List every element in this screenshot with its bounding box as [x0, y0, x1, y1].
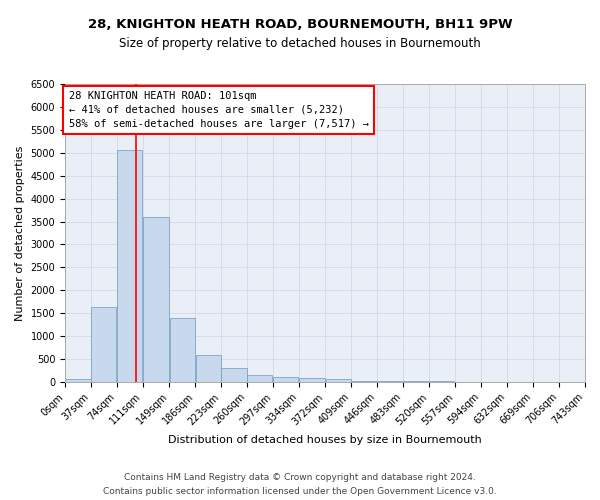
Bar: [221, 368, 247, 382]
Bar: [170, 318, 195, 382]
Bar: [299, 378, 325, 382]
Text: 28 KNIGHTON HEATH ROAD: 101sqm
← 41% of detached houses are smaller (5,232)
58% : 28 KNIGHTON HEATH ROAD: 101sqm ← 41% of …: [68, 91, 368, 129]
Text: 28, KNIGHTON HEATH ROAD, BOURNEMOUTH, BH11 9PW: 28, KNIGHTON HEATH ROAD, BOURNEMOUTH, BH…: [88, 18, 512, 30]
Text: Size of property relative to detached houses in Bournemouth: Size of property relative to detached ho…: [119, 38, 481, 51]
Bar: [91, 307, 116, 382]
Text: Contains public sector information licensed under the Open Government Licence v3: Contains public sector information licen…: [103, 486, 497, 496]
Bar: [586, 380, 600, 382]
Bar: [377, 381, 403, 382]
Bar: [326, 380, 351, 382]
Bar: [65, 379, 91, 382]
Bar: [117, 150, 142, 382]
Y-axis label: Number of detached properties: Number of detached properties: [15, 146, 25, 320]
Bar: [143, 218, 169, 382]
Bar: [273, 377, 298, 382]
Text: Contains HM Land Registry data © Crown copyright and database right 2024.: Contains HM Land Registry data © Crown c…: [124, 473, 476, 482]
Bar: [196, 355, 221, 382]
Bar: [352, 380, 377, 382]
Bar: [247, 375, 272, 382]
X-axis label: Distribution of detached houses by size in Bournemouth: Distribution of detached houses by size …: [168, 435, 482, 445]
